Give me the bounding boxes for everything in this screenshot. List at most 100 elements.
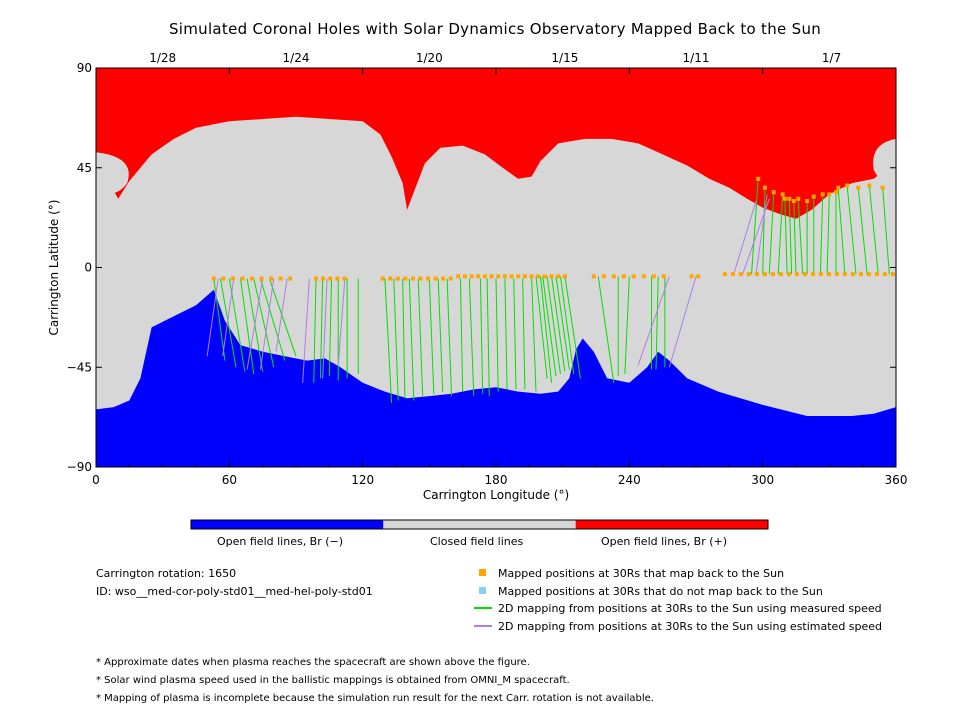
- closed-field-pocket-east: [873, 138, 896, 182]
- legend-swatch-mapped: [479, 569, 486, 576]
- x-tick-label: 0: [92, 473, 100, 487]
- measured-mapping-line: [486, 278, 490, 397]
- legend-label-measured: 2D mapping from positions at 30Rs to the…: [498, 602, 882, 615]
- measured-mapping-line: [268, 278, 297, 357]
- measured-mapping-line: [446, 278, 453, 397]
- mapped-footpoint: [771, 190, 776, 195]
- mapped-point: [794, 272, 799, 277]
- mapped-point: [335, 276, 340, 281]
- estimated-mapping-line: [259, 278, 275, 370]
- colorbar-label-negative: Open field lines, Br (−): [217, 535, 344, 548]
- measured-mapping-line: [777, 194, 784, 275]
- y-tick-label: 45: [77, 161, 92, 175]
- mapped-point: [874, 272, 879, 277]
- measured-mapping-line: [555, 276, 570, 370]
- mapped-point: [746, 272, 751, 277]
- mapped-point: [321, 276, 326, 281]
- mapped-point: [661, 274, 666, 279]
- measured-mapping-line: [846, 185, 857, 275]
- mapped-point: [448, 276, 453, 281]
- mapped-point: [651, 274, 656, 279]
- mapped-point: [536, 274, 541, 279]
- mapped-point: [240, 276, 245, 281]
- measured-mapping-line: [313, 278, 317, 383]
- colorbar-segment: [575, 520, 768, 529]
- date-tick-label: 1/24: [283, 51, 310, 65]
- mapped-point: [730, 272, 735, 277]
- measured-mapping-line: [531, 276, 537, 392]
- mapped-point: [211, 276, 216, 281]
- estimated-mapping-line: [668, 276, 697, 368]
- measured-mapping-line: [788, 198, 793, 275]
- mapped-point: [770, 272, 775, 277]
- measured-mapping-line: [751, 178, 759, 275]
- mapped-point: [826, 272, 831, 277]
- colorbar-label-closed: Closed field lines: [430, 535, 524, 548]
- mapped-point: [476, 274, 481, 279]
- measured-mapping-line: [428, 278, 435, 394]
- mapped-point: [482, 274, 487, 279]
- mapped-footpoint: [867, 183, 872, 188]
- measured-mapping-line: [868, 185, 879, 275]
- mapped-point: [802, 272, 807, 277]
- mapped-point: [621, 274, 626, 279]
- measured-mapping-line: [253, 278, 275, 368]
- mapped-point: [882, 272, 887, 277]
- measured-mapping-line: [259, 278, 286, 361]
- measured-mapping-line: [539, 276, 553, 383]
- mapped-footpoint: [880, 185, 885, 190]
- mapped-point: [418, 276, 423, 281]
- measured-mapping-line: [495, 278, 499, 392]
- estimated-mapping-line: [222, 278, 235, 357]
- mapped-point: [502, 274, 507, 279]
- measured-mapping-line: [513, 278, 517, 390]
- measured-mapping-line: [504, 278, 508, 390]
- mapped-point: [441, 276, 446, 281]
- negative-coronal-hole: [96, 289, 896, 467]
- mapped-point: [786, 272, 791, 277]
- measured-mapping-line: [384, 278, 393, 403]
- measured-mapping-line: [328, 278, 333, 377]
- x-tick-label: 120: [351, 473, 374, 487]
- mapped-point: [529, 274, 534, 279]
- measured-mapping-line: [239, 278, 255, 374]
- measured-mapping-line: [655, 276, 659, 370]
- mapped-footpoint: [796, 196, 801, 201]
- measured-mapping-line: [468, 278, 475, 397]
- legend-swatch-measured: [474, 607, 492, 609]
- measured-mapping-line: [417, 278, 424, 397]
- date-tick-label: 1/11: [683, 51, 710, 65]
- carrington-rotation: Carrington rotation: 1650: [96, 567, 237, 580]
- mapped-point: [509, 274, 514, 279]
- mapped-point: [469, 274, 474, 279]
- legend-label-mapped: Mapped positions at 30Rs that map back t…: [498, 567, 785, 580]
- mapped-point: [890, 272, 895, 277]
- legend-label-estimated: 2D mapping from positions at 30Rs to the…: [498, 620, 883, 633]
- x-tick-label: 60: [222, 473, 237, 487]
- mapped-point: [462, 274, 467, 279]
- measured-mapping-line: [402, 278, 406, 399]
- estimated-mapping-line: [275, 278, 288, 352]
- chart-title: Simulated Coronal Holes with Solar Dynam…: [168, 20, 822, 38]
- mapped-point: [278, 276, 283, 281]
- map-chart: 0 60 120 180 240 300 360 90 45 0 −45 −90 1/28 1/24 1/2…: [47, 51, 908, 530]
- mapped-point: [696, 274, 701, 279]
- mapped-point: [259, 276, 264, 281]
- measured-mapping-line: [857, 187, 868, 275]
- mapped-point: [410, 276, 415, 281]
- note-dates: * Approximate dates when plasma reaches …: [96, 657, 530, 668]
- measured-mapping-line: [522, 278, 526, 390]
- legend-swatch-estimated: [474, 625, 492, 627]
- date-tick-label: 1/7: [822, 51, 841, 65]
- measured-mapping-line: [819, 194, 824, 275]
- y-tick-label: −45: [67, 360, 92, 374]
- x-tick-label: 360: [885, 473, 908, 487]
- y-tick-label: 0: [84, 261, 92, 275]
- mapped-point: [562, 274, 567, 279]
- y-tick-label: 90: [77, 61, 92, 75]
- mapped-point: [556, 274, 561, 279]
- mapped-footpoint: [787, 196, 792, 201]
- mapped-point: [858, 272, 863, 277]
- mapped-point: [778, 272, 783, 277]
- mapped-point: [601, 274, 606, 279]
